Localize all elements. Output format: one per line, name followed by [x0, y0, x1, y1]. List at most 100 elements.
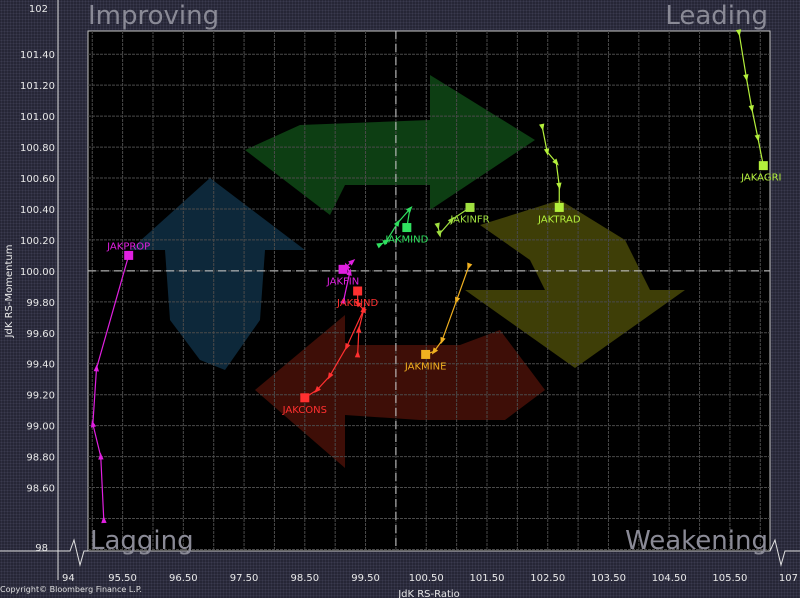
- series-tail-point: [539, 123, 545, 131]
- series-tail-point: [348, 259, 356, 266]
- series-label: JAKAGRI: [740, 173, 781, 184]
- series-tail-point: [361, 307, 367, 315]
- series-label: JAKINFR: [449, 214, 489, 225]
- series-jakprop: JAKPROP: [90, 241, 150, 524]
- y-tick-label: 99.40: [26, 360, 55, 371]
- series-head-marker: [124, 250, 134, 260]
- y-axis-min-label: 98: [35, 543, 48, 554]
- y-tick-label: 99.20: [26, 391, 55, 402]
- y-tick-label: 99.80: [26, 298, 55, 309]
- series-jaktrad: JAKTRAD: [537, 123, 581, 225]
- series-head-marker: [421, 349, 431, 359]
- rotation-arrow-yellow: [465, 200, 685, 368]
- series-tail-point: [431, 347, 439, 355]
- series-tail-point: [467, 262, 473, 271]
- series-tail-point: [354, 350, 361, 358]
- series-jakcons: JAKCONS: [282, 307, 367, 416]
- series-jakagri: JAKAGRI: [735, 29, 781, 184]
- series-tail-point: [314, 386, 321, 393]
- series-tail-point: [340, 296, 346, 304]
- x-tick-label: 100.50: [409, 573, 444, 584]
- series-tail-point: [346, 268, 352, 276]
- y-tick-label: 101.00: [20, 112, 55, 123]
- y-tick-label: 100.60: [20, 174, 55, 185]
- series-tail-point: [552, 158, 559, 166]
- series-tail-point: [440, 336, 446, 345]
- y-tick-label: 100.20: [20, 236, 55, 247]
- x-tick-label: 97.50: [230, 573, 259, 584]
- series-label: JAKMIND: [384, 235, 428, 246]
- series-tail-point: [98, 452, 104, 460]
- series-jakinfr: JAKINFR: [434, 202, 490, 238]
- x-tick-label: 105.50: [712, 573, 747, 584]
- rotation-arrow-red: [255, 315, 545, 468]
- series-tail-point: [434, 222, 440, 230]
- x-tick-label: 96.50: [169, 573, 198, 584]
- x-tick-label: 99.50: [351, 573, 380, 584]
- y-tick-label: 101.40: [20, 50, 55, 61]
- series-jakfin: JAKFIN: [326, 259, 359, 304]
- y-tick-label: 98.80: [26, 453, 55, 464]
- x-tick-label: 102.50: [530, 573, 565, 584]
- x-tick-label: 98.50: [290, 573, 319, 584]
- series-tail-point: [405, 205, 413, 213]
- plot-area: [87, 30, 771, 552]
- y-tick-label: 100.80: [20, 143, 55, 154]
- series-label: JAKFIN: [326, 276, 359, 287]
- copyright-text: Copyright© Bloomberg Finance L.P.: [0, 585, 142, 594]
- series-tail-point: [101, 516, 107, 524]
- y-tick-label: 98.60: [26, 484, 55, 495]
- series-tail-point: [735, 29, 742, 37]
- y-tick-label: 99.00: [26, 422, 55, 433]
- series-tail-point: [447, 216, 455, 224]
- series-tail-point: [543, 148, 550, 156]
- series-tail-point: [455, 296, 461, 305]
- series-head-marker: [338, 264, 348, 274]
- quadrant-label-leading: Leading: [665, 1, 768, 31]
- series-tail-point: [93, 364, 100, 372]
- series-label: JAKBIND: [336, 298, 378, 309]
- series-head-marker: [554, 202, 564, 212]
- series-tail-point: [754, 134, 760, 142]
- x-tick-label: 95.50: [108, 573, 137, 584]
- series-tail-point: [393, 219, 400, 227]
- series-tail-point: [327, 372, 334, 380]
- series-head-marker: [758, 161, 768, 171]
- series-tail-point: [556, 182, 562, 190]
- series-tail-point: [356, 325, 362, 333]
- y-axis-label: JdK RS-Momentum: [4, 245, 15, 339]
- series-tail-point: [354, 300, 362, 308]
- series-label: JAKPROP: [106, 241, 150, 252]
- series-tail-point: [743, 74, 749, 82]
- x-axis-min-label: 94: [62, 573, 75, 584]
- rotation-arrow-blue: [130, 178, 305, 370]
- x-tick-label: 104.50: [652, 573, 687, 584]
- series-label: JAKCONS: [282, 405, 327, 416]
- series-head-marker: [465, 202, 475, 212]
- quadrant-label-improving: Improving: [88, 1, 219, 31]
- series-head-marker: [300, 393, 310, 403]
- x-axis-break: [769, 538, 800, 567]
- y-tick-label: 100.40: [20, 205, 55, 216]
- series-tail-point: [382, 239, 390, 246]
- x-tick-label: 101.50: [469, 573, 504, 584]
- series-tail-point: [90, 420, 97, 428]
- series-tail-point: [748, 105, 754, 113]
- series-label: JAKMINE: [404, 361, 447, 372]
- x-axis-label: JdK RS-Ratio: [397, 589, 460, 598]
- series-head-marker: [353, 286, 363, 296]
- y-tick-label: 100.00: [20, 267, 55, 278]
- series-jakmine: JAKMINE: [404, 262, 473, 372]
- y-tick-label: 99.60: [26, 329, 55, 340]
- series-tail-point: [436, 230, 442, 238]
- quadrant-label-lagging: Lagging: [90, 526, 194, 556]
- series-tail-point: [376, 242, 384, 249]
- series-jakmind: JAKMIND: [376, 205, 429, 249]
- x-tick-label: 103.50: [591, 573, 626, 584]
- y-tick-label: 101.20: [20, 81, 55, 92]
- series-head-marker: [402, 223, 412, 233]
- series-tail-point: [345, 342, 351, 351]
- y-axis-max-label: 102: [29, 4, 48, 15]
- x-axis-max-label: 107: [779, 573, 798, 584]
